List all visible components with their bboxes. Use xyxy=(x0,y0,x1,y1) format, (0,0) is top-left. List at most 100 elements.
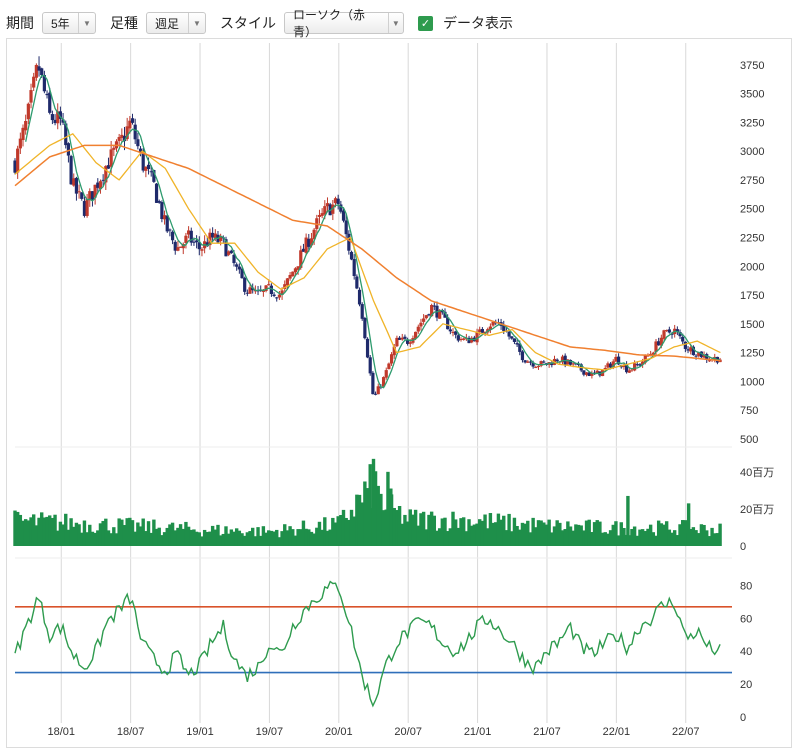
chevron-down-icon: ▼ xyxy=(78,13,95,33)
volume-bar xyxy=(267,530,271,546)
candle-body xyxy=(165,215,169,232)
volume-bar xyxy=(467,519,471,546)
candle-body xyxy=(576,363,581,365)
volume-bar xyxy=(518,529,522,546)
candle-body xyxy=(686,349,690,351)
candle-body xyxy=(184,235,188,243)
volume-bar xyxy=(226,533,231,546)
volume-bar xyxy=(373,471,378,546)
volume-bar xyxy=(646,528,650,546)
volume-bar xyxy=(48,515,52,546)
volume-bar xyxy=(152,519,156,546)
volume-bar xyxy=(205,531,209,546)
volume-bar xyxy=(315,527,319,546)
candle-body xyxy=(395,337,399,347)
volume-bar xyxy=(630,529,634,546)
candle-body xyxy=(480,328,484,333)
volume-bar xyxy=(459,518,463,546)
style-select[interactable]: ローソク（赤青） ▼ xyxy=(284,8,404,39)
oscillator-y-tick-label: 80 xyxy=(740,580,752,592)
candle-body xyxy=(154,183,159,203)
candle-body xyxy=(595,370,599,375)
volume-bar xyxy=(184,521,188,546)
candle-body xyxy=(317,215,322,217)
volume-bar xyxy=(707,536,712,546)
volume-bar xyxy=(144,531,148,546)
volume-bar xyxy=(622,527,626,546)
volume-bar xyxy=(317,521,322,546)
candle-body xyxy=(69,156,73,185)
candle-body xyxy=(240,268,244,279)
volume-bar xyxy=(507,513,511,546)
volume-bar xyxy=(299,529,303,546)
volume-bar xyxy=(197,532,201,546)
volume-bar xyxy=(510,531,514,546)
volume-bar xyxy=(218,535,223,546)
candle-body xyxy=(208,232,212,246)
price-y-tick-label: 1750 xyxy=(740,290,764,302)
candle-body xyxy=(66,143,71,156)
volume-bar xyxy=(384,509,388,546)
volume-bar xyxy=(445,531,450,546)
candle-body xyxy=(272,294,276,297)
candle-body xyxy=(371,372,375,395)
volume-bar xyxy=(523,523,527,546)
volume-bar xyxy=(598,521,602,546)
candle-body xyxy=(211,232,215,238)
volume-bar xyxy=(502,515,506,546)
volume-bar xyxy=(421,511,426,546)
volume-bar xyxy=(697,533,701,546)
data-display-label[interactable]: データ表示 xyxy=(443,15,513,31)
volume-bar xyxy=(74,522,79,546)
candle-body xyxy=(138,148,143,152)
volume-bar xyxy=(261,526,266,546)
volume-bar xyxy=(667,529,672,546)
candle-body xyxy=(37,66,41,71)
volume-bar xyxy=(117,518,121,546)
candle-body xyxy=(451,331,455,333)
style-value: ローソク（赤青） xyxy=(293,8,366,39)
candle-body xyxy=(443,311,447,318)
candle-body xyxy=(275,297,279,299)
candle-body xyxy=(397,337,402,340)
candle-body xyxy=(32,76,36,88)
volume-bar xyxy=(304,528,308,546)
volume-bar xyxy=(104,518,108,546)
volume-bar xyxy=(483,514,487,546)
candle-body xyxy=(643,355,647,363)
candle-body xyxy=(470,337,474,343)
interval-value: 週足 xyxy=(155,16,180,31)
volume-bar xyxy=(85,532,89,546)
candle-body xyxy=(675,329,679,333)
volume-y-tick-label: 40百万 xyxy=(740,467,774,479)
volume-bar xyxy=(320,529,324,546)
x-tick-label: 21/07 xyxy=(533,726,561,738)
chart-area[interactable]: 18/01 18/07 19/01 19/07 20/01 20/07 21/01 21/07… xyxy=(6,38,792,748)
candle-body xyxy=(235,264,239,267)
candle-body xyxy=(299,250,303,268)
volume-bar xyxy=(595,520,599,546)
candle-body xyxy=(414,331,418,339)
volume-bar xyxy=(90,531,95,546)
volume-bar xyxy=(405,521,410,546)
volume-bar xyxy=(120,519,124,546)
period-select[interactable]: 5年 ▼ xyxy=(42,12,96,34)
volume-bar xyxy=(21,520,25,546)
candle-body xyxy=(323,206,327,215)
candle-body xyxy=(157,200,161,203)
data-display-checkbox[interactable]: ✓ xyxy=(418,15,433,31)
candle-body xyxy=(614,356,618,362)
volume-bar xyxy=(173,530,177,546)
candle-body xyxy=(120,134,124,138)
volume-bar xyxy=(480,520,485,546)
candle-body xyxy=(72,178,76,186)
volume-bar xyxy=(555,520,559,546)
volume-bar xyxy=(512,517,517,546)
volume-bar xyxy=(357,494,362,546)
volume-bar xyxy=(130,520,135,546)
volume-bar xyxy=(34,525,39,546)
volume-bar xyxy=(112,527,116,546)
price-y-tick-label: 2000 xyxy=(740,261,764,273)
interval-select[interactable]: 週足 ▼ xyxy=(146,12,206,34)
candle-body xyxy=(427,314,431,316)
